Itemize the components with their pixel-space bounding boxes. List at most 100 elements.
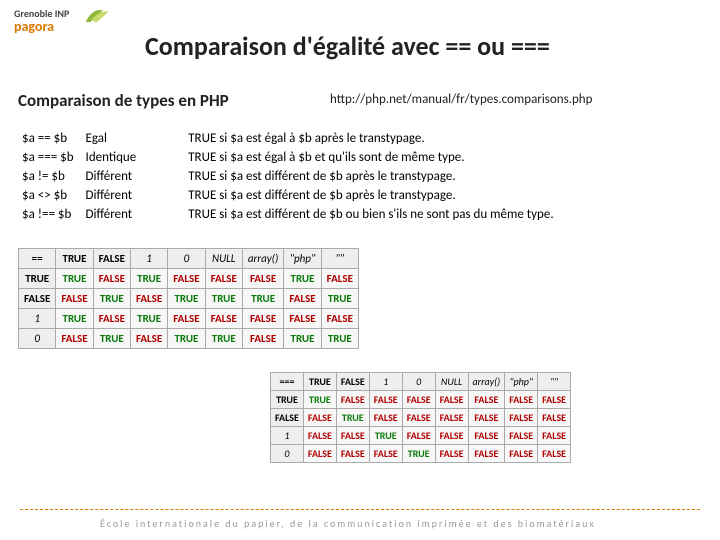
operator-expr: $a <> $b [22,187,84,204]
operator-row: $a != $bDifférentTRUE si $a est différen… [22,168,564,185]
table-cell: FALSE [435,427,468,445]
table-cell: TRUE [402,445,435,463]
table-col-header: TRUE [56,249,93,269]
operator-desc: TRUE si $a est égal à $b et qu'ils sont … [148,149,563,166]
table-cell: FALSE [205,269,242,289]
table-cell: FALSE [538,409,571,427]
table-cell: FALSE [336,445,369,463]
table-col-header: "php" [284,249,321,269]
operator-row: $a !== $bDifférentTRUE si $a est différe… [22,206,564,223]
table-cell: FALSE [435,391,468,409]
table-row-header: FALSE [19,289,56,309]
table-col-header: 0 [168,249,205,269]
table-cell: FALSE [168,269,205,289]
table-cell: FALSE [468,427,505,445]
table-cell: TRUE [321,289,358,309]
table-cell: FALSE [468,391,505,409]
table-cell: FALSE [468,409,505,427]
operator-row: $a <> $bDifférentTRUE si $a est différen… [22,187,564,204]
table-cell: FALSE [242,309,283,329]
comparison-table-strict: ===TRUEFALSE10NULLarray()"php"""TRUETRUE… [270,372,571,463]
operator-name: Différent [86,206,147,223]
reference-url: http://php.net/manual/fr/types.compariso… [330,92,592,107]
table-cell: FALSE [336,427,369,445]
table-col-header: NULL [435,373,468,391]
table-row-header: 1 [271,427,304,445]
table-cell: FALSE [369,445,402,463]
table-row-header: TRUE [19,269,56,289]
operator-name: Différent [86,168,147,185]
table-cell: TRUE [168,329,205,349]
operator-row: $a === $bIdentiqueTRUE si $a est égal à … [22,149,564,166]
table-cell: TRUE [303,391,336,409]
table-cell: FALSE [468,445,505,463]
operator-expr: $a === $b [22,149,84,166]
table-cell: FALSE [538,427,571,445]
table-cell: FALSE [130,329,167,349]
table-cell: FALSE [321,309,358,329]
table-cell: FALSE [303,427,336,445]
table-cell: FALSE [369,391,402,409]
table-col-header: array() [242,249,283,269]
table-cell: TRUE [56,269,93,289]
table-cell: TRUE [336,409,369,427]
table-col-header: "php" [505,373,538,391]
table-cell: FALSE [242,329,283,349]
logo: Grenoble INP pagora [14,8,69,34]
table-row-header: 0 [271,445,304,463]
operator-desc: TRUE si $a est différent de $b ou bien s… [148,206,563,223]
table-row-header: 1 [19,309,56,329]
table-cell: FALSE [56,329,93,349]
operators-list: $a == $bEgalTRUE si $a est égal à $b apr… [20,128,566,225]
operator-expr: $a == $b [22,130,84,147]
table-col-header: 1 [130,249,167,269]
table-row-header: TRUE [271,391,304,409]
table-cell: TRUE [205,289,242,309]
comparison-table-loose: ==TRUEFALSE10NULLarray()"php"""TRUETRUEF… [18,248,359,349]
table-cell: TRUE [284,269,321,289]
table-cell: FALSE [538,391,571,409]
table-cell: FALSE [402,391,435,409]
table-col-header: 1 [369,373,402,391]
table-cell: FALSE [303,409,336,427]
footer-text: École internationale du papier, de la co… [100,517,596,530]
table-col-header: NULL [205,249,242,269]
table-col-header: "" [538,373,571,391]
table-cell: TRUE [130,269,167,289]
table-cell: TRUE [93,289,130,309]
table-cell: FALSE [242,269,283,289]
table-corner: === [271,373,304,391]
table-cell: TRUE [205,329,242,349]
table-cell: TRUE [321,329,358,349]
table-cell: FALSE [505,391,538,409]
table-cell: FALSE [538,445,571,463]
operator-name: Egal [86,130,147,147]
table-cell: TRUE [168,289,205,309]
table-cell: FALSE [56,289,93,309]
table-row-header: FALSE [271,409,304,427]
table-col-header: TRUE [303,373,336,391]
table-cell: FALSE [284,309,321,329]
logo-line2: pagora [14,19,69,34]
table-cell: TRUE [93,329,130,349]
operator-row: $a == $bEgalTRUE si $a est égal à $b apr… [22,130,564,147]
operator-desc: TRUE si $a est différent de $b après le … [148,168,563,185]
table-cell: FALSE [205,309,242,329]
table-cell: TRUE [284,329,321,349]
table-cell: FALSE [284,289,321,309]
operator-expr: $a != $b [22,168,84,185]
table-corner: == [19,249,56,269]
table-cell: FALSE [435,409,468,427]
table-cell: FALSE [93,309,130,329]
table-col-header: FALSE [336,373,369,391]
table-col-header: 0 [402,373,435,391]
table-cell: FALSE [402,409,435,427]
table-cell: FALSE [369,409,402,427]
operator-name: Identique [86,149,147,166]
table-row-header: 0 [19,329,56,349]
operator-desc: TRUE si $a est différent de $b après le … [148,187,563,204]
table-cell: TRUE [369,427,402,445]
table-cell: FALSE [505,427,538,445]
table-cell: TRUE [130,309,167,329]
operator-name: Différent [86,187,147,204]
